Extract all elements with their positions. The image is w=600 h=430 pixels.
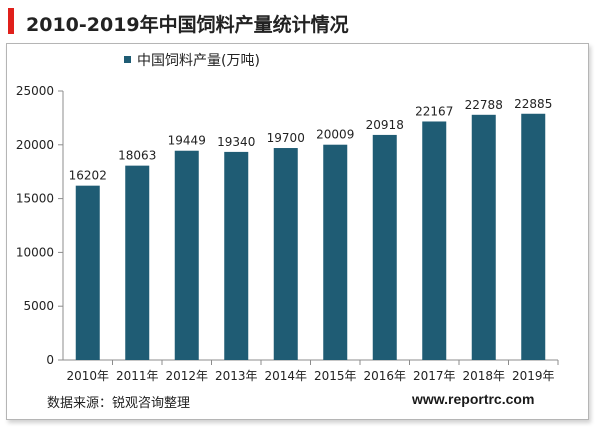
data-label: 22788	[465, 98, 503, 112]
title-accent-bar	[8, 8, 14, 34]
x-tick-label: 2016年	[363, 369, 406, 383]
x-tick-label: 2011年	[116, 369, 159, 383]
x-tick-label: 2015年	[314, 369, 357, 383]
x-tick-label: 2017年	[413, 369, 456, 383]
bar	[521, 113, 546, 360]
data-label: 19340	[217, 135, 255, 149]
bar	[323, 144, 348, 360]
x-tick-label: 2010年	[66, 369, 109, 383]
y-tick-label: 25000	[16, 84, 54, 98]
y-tick-label: 20000	[16, 138, 54, 152]
source-note: 数据来源：锐观咨询整理	[47, 396, 191, 411]
title-bar: 2010-2019年中国饲料产量统计情况	[8, 6, 592, 36]
bar	[125, 165, 150, 360]
page-title: 2010-2019年中国饲料产量统计情况	[26, 14, 349, 36]
y-tick-label: 5000	[23, 299, 54, 313]
x-tick-label: 2014年	[264, 369, 307, 383]
x-tick-label: 2019年	[512, 369, 555, 383]
bar	[372, 134, 397, 360]
legend-label: 中国饲料产量(万吨)	[137, 53, 260, 69]
website-label: www.reportrc.com	[412, 391, 535, 407]
legend-swatch	[124, 56, 131, 63]
bar	[174, 150, 199, 360]
chart-frame: 中国饲料产量(万吨) 0 5000 10000 15000 20000 25000 16202…	[6, 43, 589, 420]
data-label: 18063	[118, 149, 156, 163]
data-label: 20918	[366, 118, 404, 132]
data-label: 19700	[267, 131, 305, 145]
data-label: 19449	[168, 134, 206, 148]
y-tick-label: 10000	[16, 245, 54, 259]
bar	[471, 114, 496, 360]
y-tick-label: 0	[46, 353, 54, 367]
x-tick-label: 2013年	[215, 369, 258, 383]
bar	[273, 148, 298, 360]
data-label: 16202	[69, 169, 107, 183]
bar	[224, 151, 249, 360]
data-label: 20009	[316, 128, 354, 142]
bar	[422, 121, 447, 360]
bar	[75, 185, 100, 360]
data-label: 22167	[415, 104, 453, 118]
x-tick-label: 2012年	[165, 369, 208, 383]
bar-chart: 中国饲料产量(万吨) 0 5000 10000 15000 20000 25000 16202…	[16, 53, 559, 383]
data-label: 22885	[514, 97, 552, 111]
x-tick-label: 2018年	[462, 369, 505, 383]
y-tick-label: 15000	[16, 192, 54, 206]
